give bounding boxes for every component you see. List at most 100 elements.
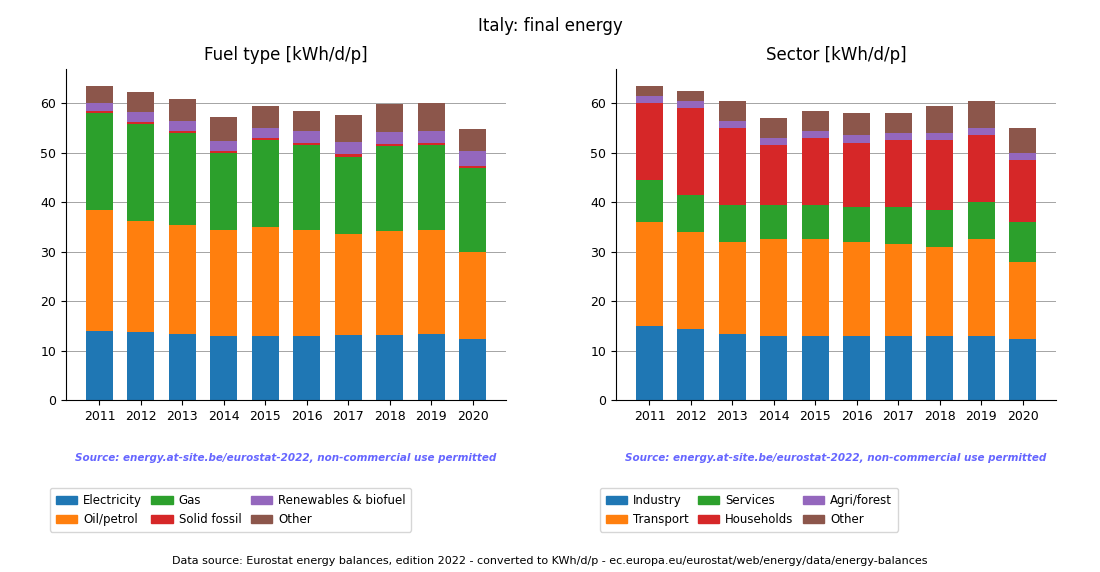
- Bar: [678, 108, 704, 195]
- Bar: [169, 131, 196, 133]
- Bar: [252, 227, 278, 336]
- Bar: [968, 240, 994, 336]
- Bar: [334, 233, 362, 335]
- Bar: [376, 231, 403, 335]
- Bar: [968, 202, 994, 240]
- Bar: [719, 333, 746, 400]
- Bar: [844, 336, 870, 400]
- Bar: [294, 229, 320, 336]
- Bar: [636, 96, 663, 104]
- Bar: [844, 143, 870, 207]
- Bar: [459, 168, 486, 252]
- Bar: [1009, 339, 1036, 400]
- Bar: [719, 205, 746, 242]
- Bar: [169, 99, 196, 121]
- Bar: [760, 205, 788, 240]
- Bar: [169, 333, 196, 400]
- Bar: [802, 130, 828, 138]
- Bar: [1009, 128, 1036, 153]
- Bar: [884, 336, 912, 400]
- Bar: [926, 141, 953, 210]
- Bar: [802, 138, 828, 205]
- Bar: [86, 331, 113, 400]
- Bar: [760, 336, 788, 400]
- Bar: [169, 121, 196, 131]
- Bar: [636, 222, 663, 326]
- Title: Sector [kWh/d/p]: Sector [kWh/d/p]: [766, 46, 906, 64]
- Text: Source: energy.at-site.be/eurostat-2022, non-commercial use permitted: Source: energy.at-site.be/eurostat-2022,…: [76, 454, 496, 463]
- Bar: [459, 152, 486, 166]
- Bar: [844, 242, 870, 336]
- Bar: [884, 244, 912, 336]
- Bar: [128, 112, 154, 122]
- Legend: Electricity, Oil/petrol, Gas, Solid fossil, Renewables & biofuel, Other: Electricity, Oil/petrol, Gas, Solid foss…: [50, 488, 411, 532]
- Bar: [968, 101, 994, 128]
- Bar: [376, 132, 403, 144]
- Legend: Industry, Transport, Services, Households, Agri/forest, Other: Industry, Transport, Services, Household…: [600, 488, 899, 532]
- Text: Data source: Eurostat energy balances, edition 2022 - converted to KWh/d/p - ec.: Data source: Eurostat energy balances, e…: [173, 557, 927, 566]
- Bar: [86, 104, 113, 111]
- Bar: [418, 143, 444, 145]
- Bar: [294, 130, 320, 143]
- Bar: [678, 328, 704, 400]
- Bar: [719, 121, 746, 128]
- Bar: [252, 138, 278, 141]
- Bar: [760, 145, 788, 205]
- Bar: [459, 339, 486, 400]
- Bar: [210, 117, 238, 141]
- Bar: [926, 210, 953, 247]
- Bar: [802, 111, 828, 130]
- Bar: [719, 128, 746, 205]
- Bar: [636, 326, 663, 400]
- Bar: [169, 133, 196, 225]
- Bar: [802, 336, 828, 400]
- Bar: [128, 92, 154, 112]
- Bar: [418, 130, 444, 143]
- Bar: [294, 145, 320, 229]
- Bar: [844, 207, 870, 242]
- Bar: [86, 210, 113, 331]
- Bar: [418, 229, 444, 333]
- Bar: [802, 205, 828, 240]
- Bar: [210, 152, 238, 153]
- Bar: [884, 113, 912, 133]
- Bar: [376, 146, 403, 231]
- Bar: [210, 153, 238, 229]
- Bar: [926, 247, 953, 336]
- Bar: [252, 141, 278, 227]
- Bar: [459, 166, 486, 168]
- Bar: [884, 207, 912, 244]
- Bar: [719, 242, 746, 333]
- Bar: [294, 336, 320, 400]
- Bar: [334, 335, 362, 400]
- Bar: [210, 141, 238, 152]
- Bar: [760, 118, 788, 138]
- Bar: [1009, 160, 1036, 222]
- Bar: [210, 336, 238, 400]
- Bar: [252, 336, 278, 400]
- Bar: [1009, 222, 1036, 262]
- Title: Fuel type [kWh/d/p]: Fuel type [kWh/d/p]: [205, 46, 367, 64]
- Bar: [459, 252, 486, 339]
- Bar: [128, 221, 154, 332]
- Bar: [884, 133, 912, 141]
- Bar: [760, 138, 788, 145]
- Bar: [418, 333, 444, 400]
- Bar: [926, 106, 953, 133]
- Bar: [678, 195, 704, 232]
- Bar: [252, 128, 278, 138]
- Bar: [802, 240, 828, 336]
- Bar: [294, 143, 320, 145]
- Bar: [294, 111, 320, 130]
- Bar: [86, 86, 113, 104]
- Bar: [926, 133, 953, 141]
- Bar: [926, 336, 953, 400]
- Bar: [636, 104, 663, 180]
- Bar: [968, 128, 994, 136]
- Bar: [86, 113, 113, 210]
- Bar: [418, 145, 444, 229]
- Bar: [1009, 153, 1036, 160]
- Bar: [376, 104, 403, 132]
- Bar: [968, 336, 994, 400]
- Bar: [884, 141, 912, 207]
